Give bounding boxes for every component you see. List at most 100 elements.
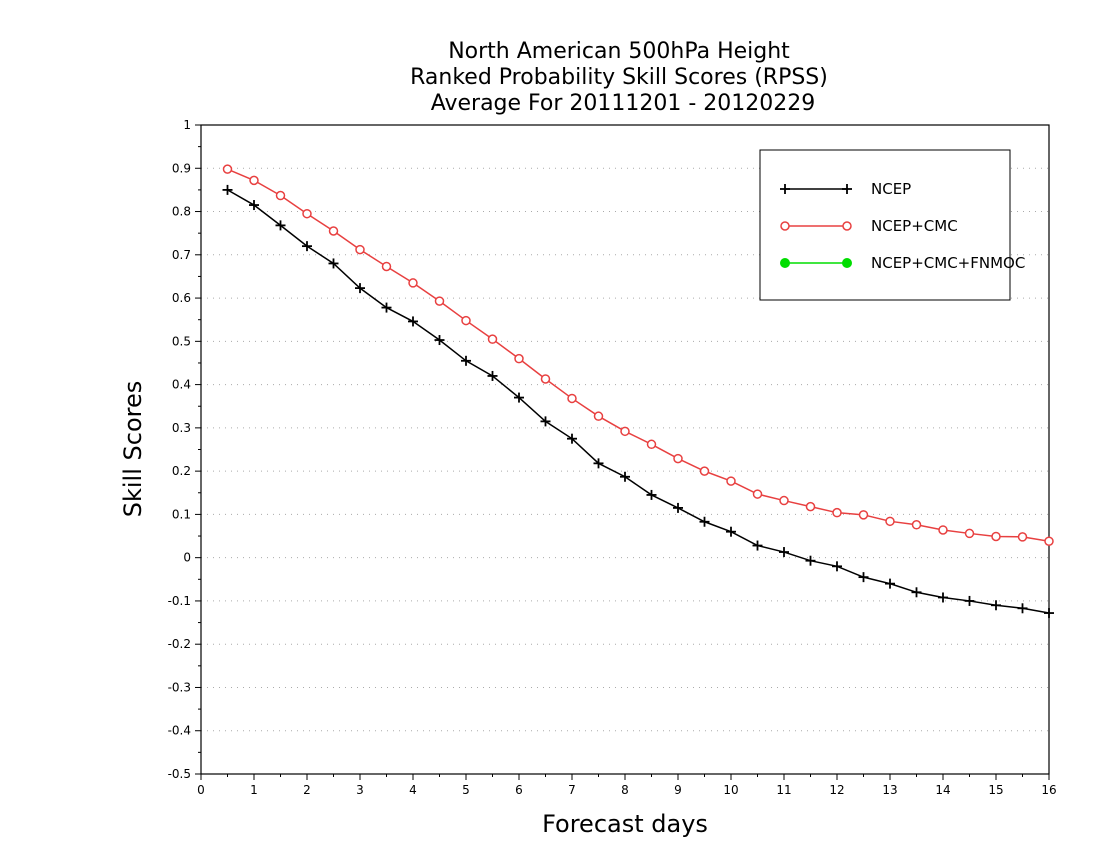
data-point bbox=[249, 175, 259, 186]
legend-marker bbox=[842, 221, 852, 231]
x-tick-label: 4 bbox=[409, 783, 417, 797]
y-tick-label: 0 bbox=[183, 551, 191, 565]
y-tick-label: 0.9 bbox=[172, 161, 191, 175]
series-ncep-cmc bbox=[222, 164, 1054, 546]
y-tick-label: 0.3 bbox=[172, 421, 191, 435]
x-tick-label: 0 bbox=[197, 783, 205, 797]
data-point bbox=[461, 355, 471, 366]
x-tick-label: 1 bbox=[250, 783, 258, 797]
y-tick-label: 0.6 bbox=[172, 291, 191, 305]
data-point bbox=[408, 316, 418, 327]
legend-marker bbox=[780, 221, 790, 231]
data-point bbox=[885, 578, 895, 589]
legend-entry: NCEP bbox=[780, 180, 911, 198]
data-point bbox=[911, 520, 922, 530]
data-point bbox=[249, 200, 259, 211]
data-point bbox=[328, 258, 339, 269]
legend-label: NCEP+CMC+FNMOC bbox=[871, 254, 1025, 272]
data-point bbox=[302, 208, 312, 219]
y-tick-label: 0.2 bbox=[172, 464, 191, 478]
legend-entry: NCEP+CMC+FNMOC bbox=[780, 254, 1025, 272]
data-point bbox=[1044, 536, 1054, 546]
data-point bbox=[646, 489, 657, 500]
chart-title: North American 500hPa Height Ranked Prob… bbox=[410, 39, 828, 116]
data-point bbox=[699, 516, 710, 527]
data-point bbox=[726, 476, 736, 486]
data-point bbox=[991, 600, 1001, 611]
data-point bbox=[938, 592, 948, 603]
x-tick-label: 15 bbox=[988, 783, 1003, 797]
legend-marker bbox=[842, 184, 852, 194]
title-line-3: Average For 20111201 - 20120229 bbox=[431, 91, 816, 116]
data-point bbox=[434, 296, 445, 306]
data-point bbox=[355, 244, 365, 255]
data-point bbox=[858, 572, 869, 583]
data-point bbox=[938, 525, 948, 535]
y-tick-label: 0.1 bbox=[172, 507, 191, 521]
x-tick-label: 7 bbox=[568, 783, 576, 797]
series-line bbox=[227, 189, 1050, 614]
data-point bbox=[620, 426, 630, 437]
data-point bbox=[832, 561, 842, 572]
data-point bbox=[911, 587, 922, 598]
data-point bbox=[408, 278, 418, 288]
data-point bbox=[222, 164, 233, 174]
data-point bbox=[593, 411, 604, 421]
data-point bbox=[381, 261, 392, 272]
x-tick-label: 14 bbox=[935, 783, 950, 797]
y-tick-label: 0.8 bbox=[172, 205, 191, 219]
x-tick-label: 8 bbox=[621, 783, 629, 797]
x-axis-label: Forecast days bbox=[542, 810, 708, 838]
x-tick-label: 2 bbox=[303, 783, 311, 797]
data-point bbox=[673, 453, 683, 464]
data-point bbox=[275, 220, 286, 231]
data-point bbox=[514, 353, 524, 364]
data-point bbox=[673, 502, 683, 513]
x-tick-label: 13 bbox=[882, 783, 897, 797]
data-point bbox=[726, 526, 736, 537]
legend-label: NCEP+CMC bbox=[871, 217, 958, 235]
data-point bbox=[991, 531, 1001, 542]
data-point bbox=[328, 226, 339, 236]
x-tick-label: 5 bbox=[462, 783, 470, 797]
title-line-1: North American 500hPa Height bbox=[448, 39, 790, 64]
y-tick-label: 1 bbox=[183, 118, 191, 132]
data-point bbox=[540, 374, 551, 384]
data-point bbox=[752, 540, 763, 551]
y-tick-label: 0.4 bbox=[172, 378, 191, 392]
y-tick-label: 0.7 bbox=[172, 248, 191, 262]
x-tick-label: 3 bbox=[356, 783, 364, 797]
y-tick-label: -0.4 bbox=[168, 724, 191, 738]
y-tick-label: -0.3 bbox=[168, 680, 191, 694]
data-point bbox=[885, 516, 895, 527]
x-tick-label: 16 bbox=[1041, 783, 1056, 797]
y-tick-label: -0.2 bbox=[168, 637, 191, 651]
data-point bbox=[752, 489, 763, 499]
data-point bbox=[1017, 603, 1028, 614]
x-tick-label: 9 bbox=[674, 783, 682, 797]
legend-marker bbox=[780, 258, 790, 268]
data-point bbox=[832, 507, 842, 518]
data-point bbox=[964, 528, 975, 539]
data-point bbox=[302, 241, 312, 252]
data-point bbox=[779, 495, 789, 506]
data-point bbox=[964, 595, 975, 606]
data-point bbox=[567, 433, 577, 444]
title-line-2: Ranked Probability Skill Scores (RPSS) bbox=[410, 65, 828, 90]
legend-box bbox=[759, 149, 1011, 301]
y-axis-label: Skill Scores bbox=[119, 381, 147, 518]
data-point bbox=[461, 315, 471, 326]
data-point bbox=[646, 439, 657, 450]
x-tick-label: 6 bbox=[515, 783, 523, 797]
x-tick-label: 12 bbox=[829, 783, 844, 797]
data-point bbox=[858, 510, 869, 520]
data-point bbox=[381, 302, 392, 313]
legend: NCEP NCEP+CMC NCEP+CMC+FNMOC bbox=[759, 149, 1025, 301]
legend-label: NCEP bbox=[871, 180, 911, 198]
data-point bbox=[355, 283, 365, 294]
data-point bbox=[779, 547, 789, 558]
data-point bbox=[699, 466, 710, 476]
data-point bbox=[222, 184, 233, 195]
legend-marker bbox=[842, 258, 852, 268]
data-point bbox=[434, 335, 445, 346]
